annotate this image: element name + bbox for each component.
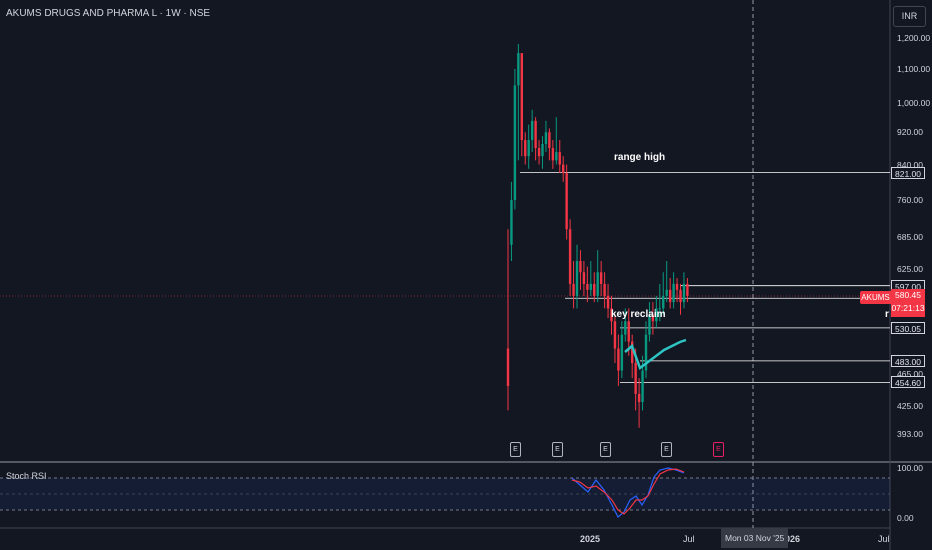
candle [527, 124, 530, 169]
time-label-jul-2: Jul [878, 534, 890, 544]
price-tick: 1,100.00 [897, 63, 931, 74]
stoch-k-line [571, 467, 685, 518]
price-tick: 920.00 [897, 127, 923, 138]
candle [565, 164, 568, 240]
candle [506, 229, 510, 411]
candle [655, 295, 658, 328]
candle [624, 308, 627, 342]
candle [575, 244, 579, 309]
price-tick: 393.00 [897, 429, 923, 439]
candle [658, 283, 661, 322]
candle [520, 53, 523, 157]
candle [644, 321, 648, 379]
candle [631, 334, 634, 379]
candle [593, 272, 596, 303]
candle [544, 120, 548, 153]
bar-countdown: 07:21:13 [891, 303, 925, 313]
candle [530, 109, 534, 153]
candle [551, 140, 555, 169]
price-tick: 1,000.00 [897, 97, 931, 108]
symbol-title[interactable]: AKUMS DRUGS AND PHARMA L · 1W · NSE [6, 8, 211, 19]
candle [679, 283, 682, 315]
range-high-annotation[interactable]: range high [614, 152, 666, 163]
time-label-jul: Jul [683, 534, 695, 544]
candle [513, 68, 517, 210]
candle [637, 378, 641, 428]
rsi-bottom-tick: 0.00 [897, 513, 914, 523]
level-price-label: 483.00 [891, 354, 925, 367]
price-tick: 625.00 [897, 264, 923, 275]
ticker-tag: AKUMS [860, 291, 891, 304]
rsi-top-tick: 100.00 [897, 463, 923, 473]
candle [672, 272, 675, 309]
candle [510, 181, 513, 262]
candle [562, 156, 565, 182]
earnings-badge[interactable]: E [552, 442, 563, 457]
currency-button[interactable]: INR [893, 6, 926, 27]
candle [586, 266, 589, 303]
earnings-badge[interactable]: E [510, 442, 521, 457]
candle [596, 250, 599, 303]
candle [572, 261, 575, 309]
last-price-tag: 580.45 07:21:13 [891, 289, 925, 317]
candle [589, 261, 592, 296]
price-tick: 1,200.00 [897, 33, 931, 43]
candle [517, 43, 520, 161]
candle [603, 272, 606, 309]
last-price-value: 580.45 [895, 290, 921, 300]
earnings-badge[interactable]: E [661, 442, 672, 457]
candle [686, 278, 689, 303]
candle [555, 117, 558, 165]
candle [606, 283, 610, 319]
price-tick: 685.00 [897, 231, 923, 242]
time-label-2026: 2026 [780, 534, 801, 544]
candle [613, 314, 617, 364]
candle [675, 278, 679, 303]
candle [558, 140, 561, 174]
time-label-2025: 2025 [580, 534, 601, 544]
candle [541, 136, 544, 169]
price-tick: 425.00 [897, 401, 923, 412]
candle [534, 117, 537, 161]
candle [568, 219, 572, 296]
key-reclaim-annotation[interactable]: key reclaim [611, 309, 666, 320]
price-tick: 760.00 [897, 195, 923, 206]
earnings-badge-upcoming[interactable]: E [713, 442, 724, 457]
level-price-label: 821.00 [891, 166, 925, 179]
candle [582, 261, 586, 296]
earnings-badge[interactable]: E [600, 442, 611, 457]
candle [662, 272, 665, 315]
level-price-label: 454.60 [891, 376, 925, 389]
candle [599, 261, 603, 296]
cut-annotation[interactable]: r [885, 309, 889, 320]
candle [524, 132, 527, 165]
rsi-band [0, 478, 890, 510]
level-price-label: 530.05 [891, 321, 925, 334]
candle [651, 302, 655, 335]
candle [665, 261, 668, 303]
candle [682, 272, 686, 309]
candle [668, 278, 672, 309]
stoch-d-line [571, 468, 685, 515]
stoch-rsi-label[interactable]: Stoch RSI [6, 471, 47, 481]
crosshair-date-label: Mon 03 Nov '25 [721, 528, 789, 548]
candle [617, 334, 620, 386]
price-tick: 465.00 [897, 369, 923, 380]
candle [579, 250, 582, 290]
candle [610, 295, 613, 335]
candle [548, 128, 551, 161]
candle [620, 321, 624, 379]
candle [648, 302, 651, 342]
candle [537, 140, 541, 165]
price-tick: 840.00 [897, 159, 923, 170]
moving-average-line [624, 338, 687, 371]
